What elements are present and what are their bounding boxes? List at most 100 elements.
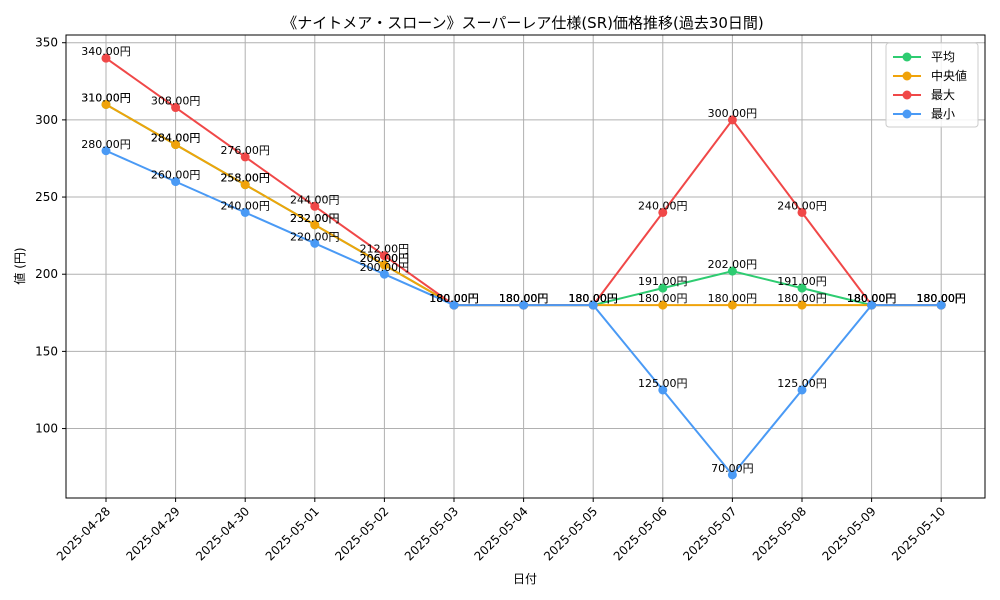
x-tick-label: 2025-04-28	[54, 504, 113, 563]
data-label: 180.00円	[916, 292, 966, 305]
y-tick-label: 200	[35, 267, 58, 281]
legend-swatch-marker	[902, 109, 912, 119]
data-label: 206.00円	[360, 252, 410, 265]
data-point	[658, 207, 668, 217]
data-point	[727, 115, 737, 125]
data-point	[727, 266, 737, 276]
data-label: 206.00円	[360, 252, 410, 265]
x-axis: 2025-04-28 2025-04-29 2025-04-30 2025-05-01…	[54, 498, 948, 563]
data-label: 260.00円	[151, 169, 201, 182]
plot-frame	[65, 34, 986, 499]
legend-label: 中央値	[931, 68, 967, 83]
data-label: 180.00円	[499, 292, 549, 305]
x-tick-label: 2025-05-05	[541, 504, 600, 563]
legend-swatch-marker	[902, 71, 912, 81]
data-label: 180.00円	[568, 292, 618, 305]
y-tick-label: 350	[35, 36, 58, 50]
data-point	[171, 140, 181, 150]
data-label: 232.00円	[290, 212, 340, 225]
data-point	[171, 177, 181, 187]
data-label: 180.00円	[568, 292, 618, 305]
data-label: 191.00円	[777, 275, 827, 288]
x-tick-label: 2025-04-30	[193, 504, 252, 563]
legend-label: 最小	[931, 107, 955, 121]
x-tick-label: 2025-05-07	[680, 504, 739, 563]
x-tick-label: 2025-05-01	[263, 504, 322, 563]
data-label: 200.00円	[360, 261, 410, 274]
y-tick-label: 250	[35, 190, 58, 204]
data-point	[101, 53, 111, 63]
x-tick-label: 2025-05-09	[820, 504, 879, 563]
data-point	[379, 269, 389, 279]
data-label: 180.00円	[429, 292, 479, 305]
data-label: 240.00円	[638, 199, 688, 212]
data-label: 258.00円	[220, 172, 270, 185]
data-point	[658, 283, 668, 293]
data-label: 212.00円	[360, 243, 410, 256]
data-label: 70.00円	[711, 462, 754, 475]
data-point	[379, 260, 389, 270]
legend-label: 平均	[931, 50, 955, 64]
data-point	[658, 385, 668, 395]
data-label: 180.00円	[499, 292, 549, 305]
data-label: 232.00円	[290, 212, 340, 225]
y-tick-label: 100	[35, 422, 58, 436]
data-point	[171, 103, 181, 113]
data-point	[797, 385, 807, 395]
data-label: 180.00円	[847, 292, 897, 305]
data-point	[449, 300, 459, 310]
data-point	[240, 152, 250, 162]
data-point	[240, 207, 250, 217]
data-label: 180.00円	[429, 292, 479, 305]
data-label: 180.00円	[499, 292, 549, 305]
data-label: 340.00円	[81, 45, 131, 58]
data-label: 310.00円	[81, 91, 131, 104]
data-label: 276.00円	[220, 144, 270, 157]
data-point	[797, 300, 807, 310]
data-label: 180.00円	[916, 292, 966, 305]
data-point	[101, 99, 111, 109]
data-label: 202.00円	[708, 258, 758, 271]
data-point	[797, 207, 807, 217]
data-point	[658, 300, 668, 310]
data-point	[379, 251, 389, 261]
data-label: 180.00円	[847, 292, 897, 305]
x-tick-label: 2025-05-10	[889, 504, 948, 563]
x-tick-label: 2025-04-29	[124, 504, 183, 563]
data-point	[588, 300, 598, 310]
data-point	[101, 146, 111, 156]
data-point	[867, 300, 877, 310]
data-label: 180.00円	[916, 292, 966, 305]
y-axis-label: 値 (円)	[12, 247, 27, 284]
data-label: 240.00円	[777, 199, 827, 212]
y-axis: 100 150 200 250 300 350	[35, 36, 66, 436]
data-label: 180.00円	[847, 292, 897, 305]
data-label: 180.00円	[568, 292, 618, 305]
x-axis-label: 日付	[513, 572, 537, 586]
data-label: 258.00円	[220, 172, 270, 185]
data-label: 180.00円	[847, 292, 897, 305]
grid	[66, 35, 985, 498]
legend-label: 最大	[931, 88, 955, 102]
chart-title: 《ナイトメア・スローン》スーパーレア仕様(SR)価格推移(過去30日間)	[282, 14, 764, 32]
data-point	[727, 470, 737, 480]
data-point	[310, 220, 320, 230]
data-label: 180.00円	[638, 292, 688, 305]
data-label: 308.00円	[151, 95, 201, 108]
y-tick-label: 300	[35, 113, 58, 127]
data-label: 191.00円	[638, 275, 688, 288]
data-label: 125.00円	[638, 377, 688, 390]
x-tick-label: 2025-05-02	[332, 504, 391, 563]
data-label: 180.00円	[568, 292, 618, 305]
legend-swatch-marker	[902, 90, 912, 100]
data-point	[727, 300, 737, 310]
x-tick-label: 2025-05-04	[472, 504, 531, 563]
data-label: 180.00円	[499, 292, 549, 305]
data-point	[240, 180, 250, 190]
data-labels: 310.00円 284.00円 258.00円 232.00円 206.00円 180.0…	[81, 45, 966, 475]
data-label: 180.00円	[916, 292, 966, 305]
data-point	[797, 283, 807, 293]
data-label: 180.00円	[429, 292, 479, 305]
x-tick-label: 2025-05-08	[750, 504, 809, 563]
